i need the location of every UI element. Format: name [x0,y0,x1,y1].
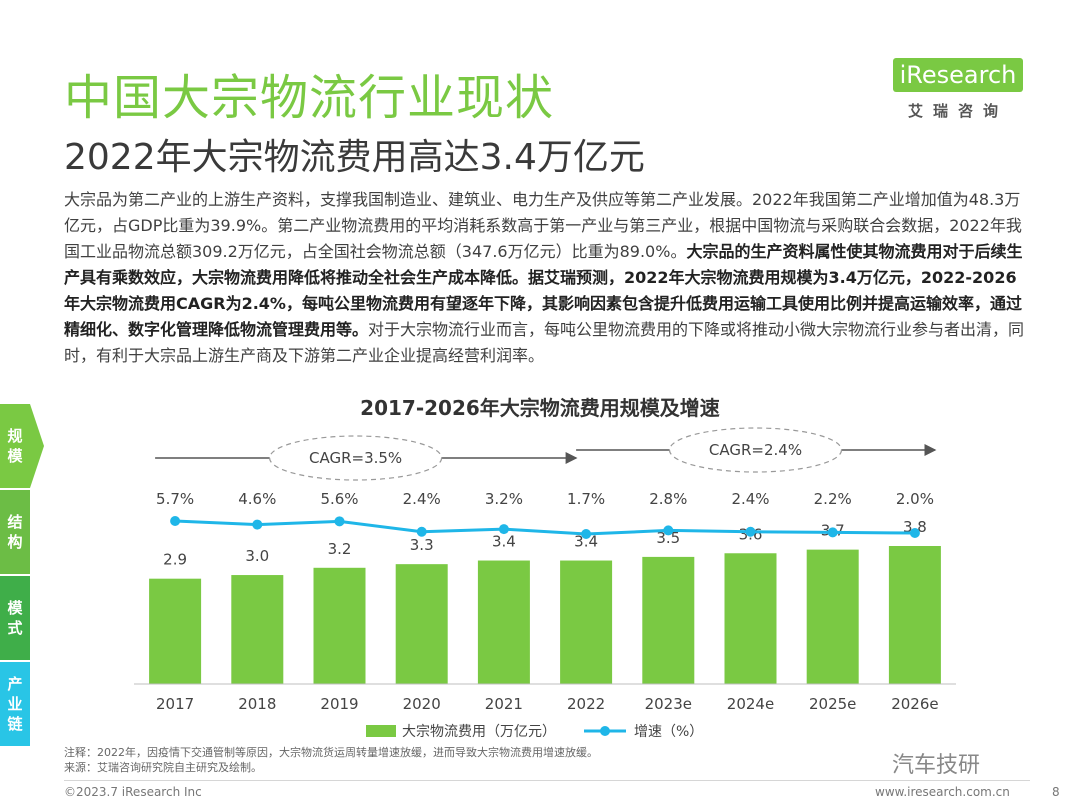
page-number: 8 [1052,785,1060,799]
x-tick-2019: 2019 [320,695,358,713]
growth-point-2023e [663,525,674,536]
growth-label-2025e: 2.2% [814,490,852,508]
page-subtitle: 2022年大宗物流费用高达3.4万亿元 [64,137,645,178]
side-tab-structure[interactable]: 结构 [0,490,30,574]
side-tab-model[interactable]: 模式 [0,576,30,660]
cagr-label-1: CAGR=3.5% [309,449,402,467]
x-tick-2020: 2020 [403,695,441,713]
logo-brand-cn: 艾瑞咨询 [907,102,1008,120]
x-tick-2025e: 2025e [809,695,856,713]
logo-brand: iResearch [893,58,1023,92]
page-title: 中国大宗物流行业现状 [64,70,555,126]
cagr-bubble-1 [269,435,443,481]
footnote-note: 注释：2022年，因疫情下交通管制等原因，大宗物流货运周转量增速放缓，进而导致大… [64,746,598,759]
growth-label-2021: 3.2% [485,490,523,508]
x-tick-2024e: 2024e [727,695,774,713]
growth-point-2020 [416,526,427,537]
legend-bar-swatch [366,725,396,737]
bar-label-2021: 3.4 [492,533,516,551]
bar-2026e [888,546,941,684]
legend-line-dot [600,726,610,736]
footnotes: 注释：2022年，因疫情下交通管制等原因，大宗物流货运周转量增速放缓，进而导致大… [64,745,598,775]
side-tab-industry-chain[interactable]: 产业链 [0,662,30,746]
bar-2018 [231,575,284,684]
bar-2020 [395,564,448,684]
growth-point-2018 [252,519,263,530]
intro-paragraph: 大宗品为第二产业的上游生产资料，支撑我国制造业、建筑业、电力生产及供应等第二产业… [64,187,1030,369]
footnote-source: 来源：艾瑞咨询研究院自主研究及绘制。 [64,761,262,774]
growth-point-2019 [334,516,345,527]
bar-label-2017: 2.9 [163,551,187,569]
growth-point-2025e [827,527,838,538]
para-part-1: 大宗品为第二产业的上游生产资料，支撑我国制造业、建筑业、电力生产及供应等第二产业… [64,190,1022,261]
cagr-label-2: CAGR=2.4% [709,441,802,459]
bar-2017 [149,578,202,684]
growth-label-2023e: 2.8% [649,490,687,508]
chart-title: 2017-2026年大宗物流费用规模及增速 [360,396,720,420]
side-tab-scale[interactable]: 规模 [0,404,30,488]
growth-point-2017 [170,516,181,526]
growth-label-2017: 5.7% [156,490,194,508]
growth-label-2018: 4.6% [238,490,276,508]
x-tick-2026e: 2026e [891,695,938,713]
x-tick-2017: 2017 [156,695,194,713]
para-part-2-bold: 大宗品的生产资料属性使其物流费用对于后续生产具有乘数效应，大宗物流费用降低将推动… [64,242,1023,339]
bar-label-2022: 3.4 [574,533,598,551]
bar-2024e [724,553,777,684]
growth-point-2021 [498,524,509,535]
bar-label-2023e: 3.5 [656,529,680,547]
growth-label-2022: 1.7% [567,490,605,508]
growth-label-2019: 5.6% [320,490,358,508]
growth-label-2024e: 2.4% [731,490,769,508]
bar-2021 [477,560,530,684]
legend-bar-label: 大宗物流费用（万亿元） [402,724,556,740]
footer-website[interactable]: www.iresearch.com.cn [875,785,1010,799]
growth-label-2020: 2.4% [403,490,441,508]
cagr-bubble-2 [668,427,843,473]
growth-point-2024e [745,526,756,537]
footer-divider [64,780,1030,781]
bar-2019 [313,567,366,684]
x-tick-2018: 2018 [238,695,276,713]
growth-line [175,519,915,536]
wechat-watermark: 汽车技研 [892,753,981,778]
bar-2025e [806,549,859,684]
bar-2023e [642,556,695,684]
footer-copyright: ©2023.7 iResearch Inc [64,785,202,799]
iresearch-logo: iResearch 艾瑞咨询 [893,58,1023,122]
bar-label-2018: 3.0 [245,547,269,565]
x-tick-2022: 2022 [567,695,605,713]
para-part-3: 对于大宗物流行业而言，每吨公里物流费用的下降或将推动小微大宗物流行业参与者出清，… [64,320,1025,365]
bar-label-2020: 3.3 [410,536,434,554]
growth-point-2026e [909,528,920,539]
growth-point-2022 [581,529,592,539]
x-tick-2023e: 2023e [645,695,692,713]
bar-2022 [560,560,613,684]
x-tick-2021: 2021 [485,695,523,713]
bar-label-2019: 3.2 [328,540,352,558]
growth-label-2026e: 2.0% [896,490,934,508]
legend-line-label: 增速（%） [634,724,703,740]
side-tab-active-arrow [30,404,44,488]
